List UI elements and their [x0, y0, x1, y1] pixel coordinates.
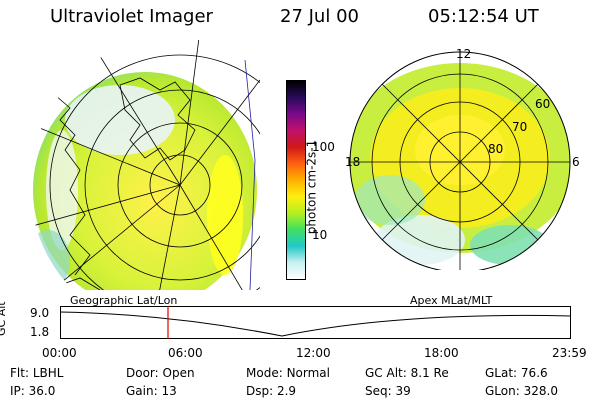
timeline-xtick-2: 12:00: [296, 346, 331, 360]
colorbar: [286, 80, 306, 280]
mlt-label-18: 18: [345, 155, 360, 169]
lat-label-70: 70: [512, 120, 527, 134]
status-mode: Mode: Normal: [246, 366, 330, 380]
mlt-label-6: 6: [572, 155, 580, 169]
colorbar-tick-100: 100: [312, 140, 335, 154]
timeline-xtick-4: 23:59: [552, 346, 587, 360]
timeline-ytick-top: 9.0: [30, 306, 50, 320]
geographic-image: [30, 40, 260, 290]
date-label: 27 Jul 00: [280, 6, 359, 27]
colorbar-label: photon cm-2s-1: [304, 139, 319, 235]
timeline-ytick-bottom: 1.8: [30, 325, 50, 339]
status-door: Door: Open: [126, 366, 195, 380]
status-gain: Gain: 13: [126, 384, 177, 398]
mlt-polar-plot: 12 6 0 18 60 70 80: [345, 47, 580, 270]
colorbar-tick-10: 10: [312, 228, 328, 242]
timeline-xtick-0: 00:00: [42, 346, 77, 360]
status-gc-alt: GC Alt: 8.1 Re: [365, 366, 449, 380]
timeline-xtick-3: 18:00: [424, 346, 459, 360]
app-title: Ultraviolet Imager: [50, 6, 213, 27]
timeline-y-label: GC Alt: [0, 301, 8, 336]
right-panel-caption: Apex MLat/MLT: [410, 294, 493, 307]
timeline-plot: [60, 306, 572, 339]
timeline-xtick-1: 06:00: [168, 346, 203, 360]
status-dsp: Dsp: 2.9: [246, 384, 297, 398]
mlt-label-12: 12: [456, 47, 471, 61]
lat-label-80: 80: [488, 142, 503, 156]
status-flt: Flt: LBHL: [10, 366, 64, 380]
status-glon: GLon: 328.0: [485, 384, 558, 398]
lat-label-60: 60: [535, 97, 550, 111]
status-seq: Seq: 39: [365, 384, 411, 398]
status-ip: IP: 36.0: [10, 384, 56, 398]
time-label: 05:12:54 UT: [428, 6, 539, 27]
left-panel-caption: Geographic Lat/Lon: [70, 294, 178, 307]
status-glat: GLat: 76.6: [485, 366, 548, 380]
